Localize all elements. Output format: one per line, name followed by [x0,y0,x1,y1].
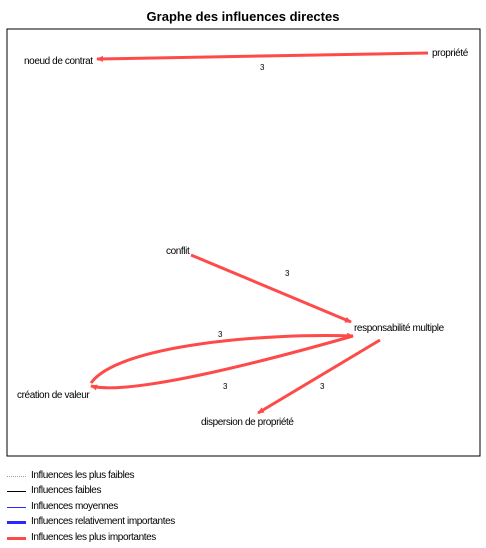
edge-weight-label: 3 [320,382,325,391]
legend-label: Influences faibles [31,485,102,497]
legend-swatch-thick-blue [7,521,26,525]
edge-creation-de-valeur-to-responsabilite-multiple [89,332,354,384]
node-creation-de-valeur: création de valeur [17,390,90,401]
graph-title: Graphe des influences directes [146,9,340,24]
legend-label: Influences les plus faibles [31,470,135,481]
node-dispersion-de-propriete: dispersion de propriété [201,417,294,428]
edge-weight-label: 3 [223,382,228,391]
edge-weight-label: 3 [285,269,290,278]
edge-propriete-to-noeud-de-contrat [96,51,429,62]
node-responsabilite-multiple: responsabilité multiple [354,323,445,334]
edge-weight-label: 3 [218,330,223,339]
edge-conflit-to-responsabilite-multiple [190,253,352,324]
edge-responsabilite-multiple-to-dispersion-de-propriete [257,338,381,415]
legend-swatch-thick-red [7,536,26,540]
node-conflit: conflit [166,246,190,257]
edge-responsabilite-multiple-to-creation-de-valeur [90,334,354,391]
legend-label: Influences moyennes [31,500,118,512]
legend-swatch-thin-black [7,491,26,493]
legend-swatch-thin-blue [7,506,26,508]
legend-swatch-dotted [7,476,26,477]
edge-weight-label: 3 [260,63,265,72]
graph-frame [6,28,481,457]
node-noeud-de-contrat: noeud de contrat [24,56,93,67]
legend-label: Influences relativement importantes [31,516,175,528]
node-propriete: propriété [432,48,469,59]
legend-label: Influences les plus importantes [31,531,156,543]
